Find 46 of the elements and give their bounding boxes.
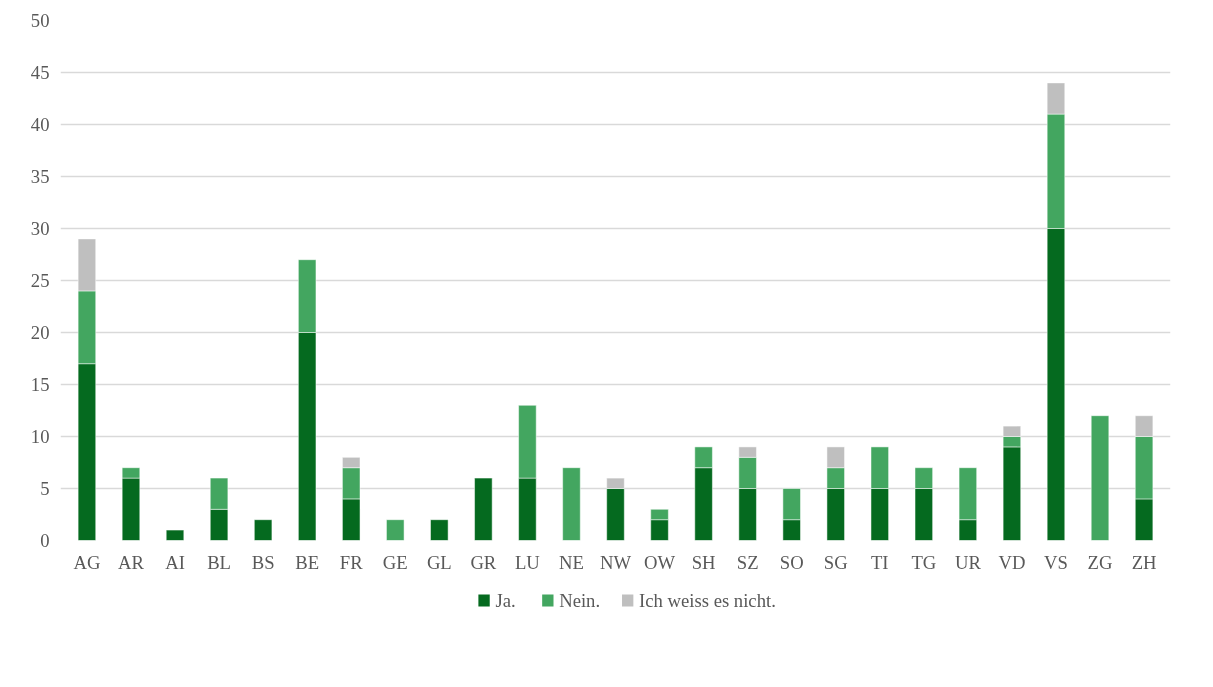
x-tick-label: AI bbox=[165, 551, 185, 573]
legend-label: Ich weiss es nicht. bbox=[639, 590, 776, 611]
x-tick-label: VS bbox=[1044, 551, 1068, 573]
y-tick-label: 40 bbox=[30, 114, 50, 135]
x-tick-label: SG bbox=[823, 551, 848, 573]
y-tick-label: 30 bbox=[30, 218, 50, 239]
x-tick-label: NW bbox=[599, 551, 632, 573]
x-tick-label: GL bbox=[426, 551, 452, 573]
x-tick-label: SH bbox=[691, 551, 716, 573]
x-tick-label: OW bbox=[644, 551, 676, 573]
x-tick-label: AG bbox=[73, 551, 101, 573]
x-tick-label: BS bbox=[251, 551, 275, 573]
x-tick-label: BL bbox=[207, 551, 231, 573]
x-tick-label: BE bbox=[295, 551, 320, 573]
x-tick-label: LU bbox=[514, 551, 541, 573]
y-tick-label: 50 bbox=[30, 10, 50, 31]
y-tick-label: 5 bbox=[40, 478, 50, 499]
x-tick-label: ZH bbox=[1131, 551, 1157, 573]
x-tick-label: GE bbox=[382, 551, 408, 573]
bar bbox=[386, 519, 405, 541]
bar bbox=[1090, 415, 1110, 541]
x-tick-label: NE bbox=[559, 551, 584, 573]
x-tick-label: TI bbox=[870, 551, 889, 573]
x-tick-label: SO bbox=[779, 551, 804, 573]
x-tick-label: GR bbox=[470, 551, 497, 573]
legend-label: Nein. bbox=[559, 590, 601, 611]
x-tick-label: SZ bbox=[736, 551, 759, 573]
y-tick-label: 0 bbox=[40, 530, 50, 551]
x-tick-label: VD bbox=[998, 551, 1026, 573]
bar bbox=[562, 467, 581, 541]
y-tick-label: 45 bbox=[30, 62, 50, 83]
x-tick-label: UR bbox=[954, 551, 982, 573]
x-tick-label: TG bbox=[911, 551, 937, 573]
bar bbox=[474, 477, 493, 541]
y-tick-label: 20 bbox=[30, 322, 50, 343]
bar bbox=[430, 519, 449, 541]
x-tick-label: FR bbox=[339, 551, 364, 573]
y-tick-label: 25 bbox=[30, 270, 50, 291]
x-tick-label: ZG bbox=[1087, 551, 1113, 573]
y-tick-label: 10 bbox=[30, 426, 50, 447]
bar bbox=[165, 529, 185, 541]
bar bbox=[254, 519, 273, 541]
x-tick-label: AR bbox=[118, 551, 145, 573]
legend-label: Ja. bbox=[495, 590, 516, 611]
y-tick-label: 15 bbox=[30, 374, 50, 395]
y-tick-label: 35 bbox=[30, 166, 50, 187]
